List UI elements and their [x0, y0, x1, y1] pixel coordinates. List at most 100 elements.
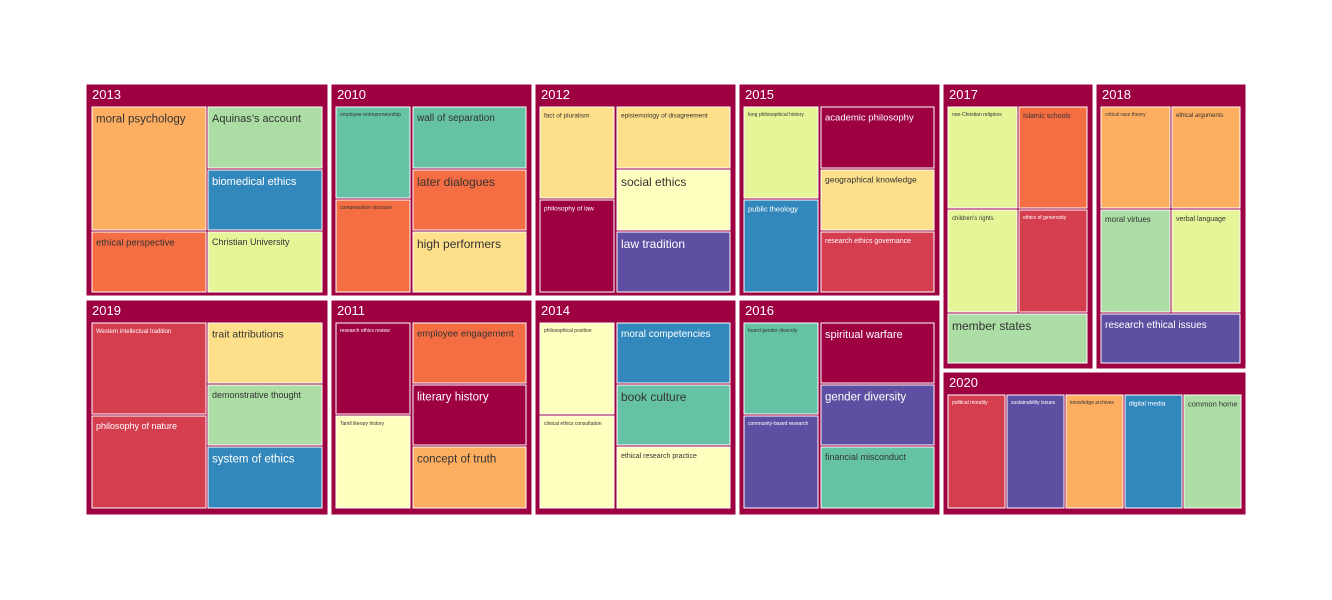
topic-label: employee entrepreneurship	[340, 112, 401, 118]
year-label: 2011	[337, 303, 365, 318]
topic-tile[interactable]	[539, 106, 615, 199]
year-group-2012: 2012 fact of pluralism epistemology of dis…	[534, 83, 737, 297]
topic-tile[interactable]	[616, 231, 731, 293]
topic-tile[interactable]	[616, 384, 731, 446]
topic-tile[interactable]	[412, 169, 527, 231]
topic-tile[interactable]	[1100, 209, 1171, 313]
topic-tile[interactable]	[947, 394, 1006, 509]
topic-label: critical race theory	[1105, 112, 1146, 118]
topic-label: high performers	[417, 237, 501, 251]
topic-label: philosophy of nature	[96, 421, 177, 431]
topic-tile[interactable]	[207, 446, 323, 509]
topic-label: geographical knowledge	[825, 175, 917, 185]
topic-tile[interactable]	[820, 106, 935, 169]
topic-label: Christian University	[212, 237, 290, 247]
topic-label: knowledge archives	[1070, 400, 1114, 406]
topic-tile[interactable]	[207, 322, 323, 384]
topic-tile[interactable]	[91, 322, 207, 415]
topic-label: spiritual warfare	[825, 329, 903, 341]
topic-tile[interactable]	[1124, 394, 1183, 509]
topic-tile[interactable]	[947, 313, 1088, 364]
year-label: 2019	[92, 303, 121, 318]
year-label: 2018	[1102, 87, 1131, 102]
year-label: 2010	[337, 87, 366, 102]
topic-tile[interactable]	[412, 384, 527, 446]
year-label: 2012	[541, 87, 570, 102]
topic-label: fact of pluralism	[544, 113, 590, 120]
topic-tile[interactable]	[1100, 313, 1241, 364]
topic-label: clinical ethics consultation	[544, 421, 602, 427]
topic-tile[interactable]	[1018, 106, 1088, 209]
topic-tile[interactable]	[820, 231, 935, 293]
topic-tile[interactable]	[743, 322, 819, 415]
topic-label: research ethical issues	[1105, 320, 1207, 331]
topic-label: ethics of generosity	[1023, 215, 1067, 221]
year-group-2019: 2019 Western intellectual tradition trait …	[85, 299, 329, 516]
topic-tile[interactable]	[335, 415, 411, 509]
topic-label: law tradition	[621, 237, 685, 251]
year-group-2018: 2018 critical race theory ethical argument…	[1095, 83, 1247, 370]
topic-tile[interactable]	[539, 199, 615, 293]
topic-tile[interactable]	[207, 169, 323, 231]
topic-tile[interactable]	[820, 384, 935, 446]
year-group-2020: 2020 political morality sustainability iss…	[942, 371, 1247, 516]
topic-tile[interactable]	[1100, 106, 1171, 209]
topic-tile[interactable]	[743, 199, 819, 293]
topic-tile[interactable]	[947, 209, 1018, 313]
topic-label: gender diversity	[825, 392, 906, 404]
topic-tile[interactable]	[412, 231, 527, 293]
topic-tile[interactable]	[412, 322, 527, 384]
topic-tile[interactable]	[1171, 106, 1241, 209]
topic-label: book culture	[621, 390, 687, 404]
topic-tile[interactable]	[820, 446, 935, 509]
topic-tile[interactable]	[539, 415, 615, 509]
topic-label: later dialogues	[417, 175, 495, 189]
topic-label: digital media	[1129, 401, 1166, 408]
year-label: 2017	[949, 87, 978, 102]
topic-label: non-Christian religions	[952, 112, 1002, 118]
topic-tile[interactable]	[616, 322, 731, 384]
year-label: 2016	[745, 303, 774, 318]
topic-tile[interactable]	[1171, 209, 1241, 313]
topic-tile[interactable]	[947, 106, 1018, 209]
topic-label: board gender diversity	[748, 328, 798, 334]
topic-label: Tamil literary history	[340, 421, 385, 427]
topic-label: sustainability issues	[1011, 400, 1056, 406]
topic-tile[interactable]	[335, 106, 411, 199]
topic-tile[interactable]	[335, 199, 411, 293]
topic-label: long philosophical history	[748, 112, 804, 118]
topic-tile[interactable]	[412, 446, 527, 509]
topic-tile[interactable]	[743, 106, 819, 199]
topic-tile[interactable]	[616, 106, 731, 169]
topic-tile[interactable]	[1065, 394, 1124, 509]
topic-label: member states	[952, 319, 1031, 333]
topic-tile[interactable]	[539, 322, 615, 415]
topic-tile[interactable]	[207, 384, 323, 446]
topic-label: ethical perspective	[96, 238, 175, 249]
topic-label: political morality	[952, 400, 988, 406]
topic-tile[interactable]	[1006, 394, 1065, 509]
topic-tile[interactable]	[91, 231, 207, 293]
topic-tile[interactable]	[820, 322, 935, 384]
topic-tile[interactable]	[335, 322, 411, 415]
topic-label: system of ethics	[212, 454, 295, 466]
topic-label: epistemology of disagreement	[621, 113, 708, 120]
topic-tile[interactable]	[616, 446, 731, 509]
topic-tile[interactable]	[820, 169, 935, 231]
topic-label: Aquinas’s account	[212, 113, 301, 125]
topic-tile[interactable]	[1018, 209, 1088, 313]
topic-tile[interactable]	[91, 106, 207, 231]
topic-label: philosophical position	[544, 328, 592, 334]
topic-tile[interactable]	[207, 106, 323, 169]
topic-tile[interactable]	[616, 169, 731, 231]
topic-tile[interactable]	[91, 415, 207, 509]
topic-tile[interactable]	[1183, 394, 1242, 509]
topic-label: biomedical ethics	[212, 176, 297, 188]
topic-tile[interactable]	[207, 231, 323, 293]
topic-label: academic philosophy	[825, 113, 914, 124]
topic-label: common home	[1188, 400, 1238, 409]
topic-label: compensation structure	[340, 205, 392, 211]
topic-tile[interactable]	[412, 106, 527, 169]
topic-tile[interactable]	[743, 415, 819, 509]
